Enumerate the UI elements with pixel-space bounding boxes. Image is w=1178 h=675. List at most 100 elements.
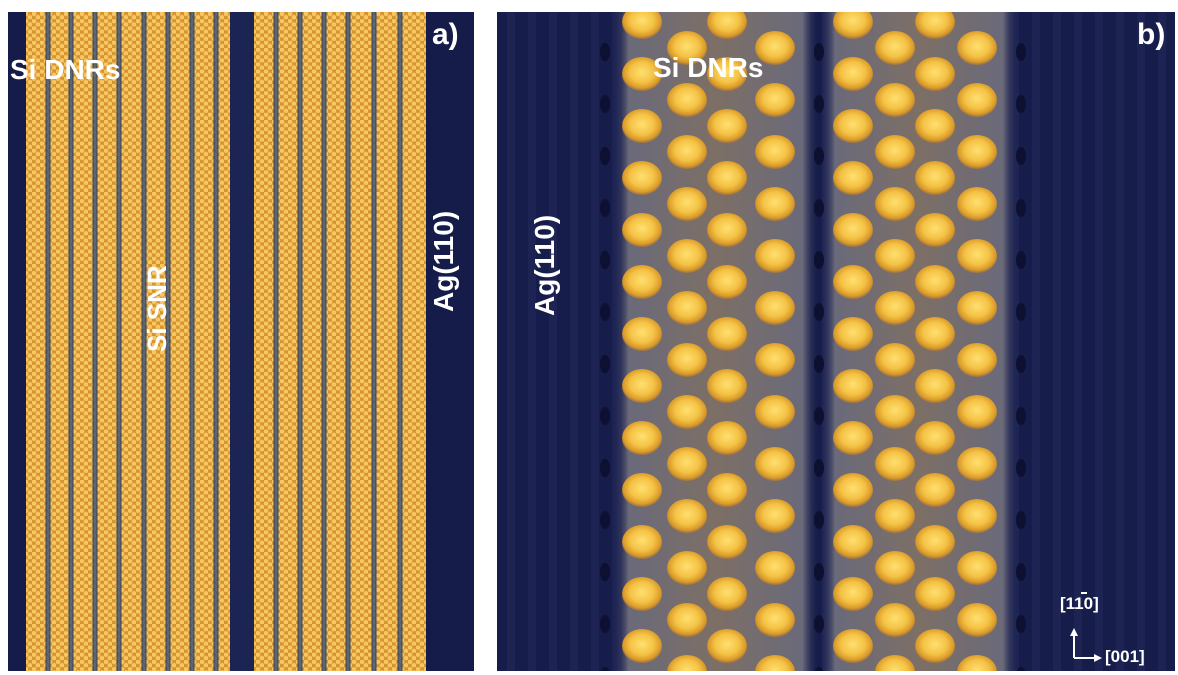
si-atom-blob: [875, 291, 915, 325]
si-atom-blob: [915, 12, 955, 39]
si-atom-blob: [915, 57, 955, 91]
ribbon-block-a: [254, 12, 426, 671]
si-atom-blob: [755, 239, 795, 273]
edge-dark-spot: [814, 95, 824, 113]
si-atom-blob: [915, 629, 955, 663]
edge-dark-spot: [1016, 95, 1026, 113]
si-atom-blob: [957, 395, 997, 429]
trench-line: [213, 12, 219, 671]
si-atom-blob: [622, 473, 662, 507]
trench-line: [116, 12, 122, 671]
si-atom-blob: [707, 525, 747, 559]
panel-letter-b: b): [1137, 18, 1166, 51]
trench-line: [68, 12, 74, 671]
edge-dark-spot: [814, 43, 824, 61]
stm-panel-b: Si DNRs Ag(110) b) [110] [001]: [497, 12, 1175, 671]
si-atom-blob: [833, 57, 873, 91]
edge-dark-spot: [600, 511, 610, 529]
si-atom-blob: [875, 603, 915, 637]
edge-dark-spot: [600, 147, 610, 165]
si-atom-blob: [915, 265, 955, 299]
si-atom-blob: [622, 525, 662, 559]
si-atom-blob: [755, 135, 795, 169]
trench-line: [92, 12, 98, 671]
si-atom-blob: [707, 421, 747, 455]
si-atom-blob: [667, 31, 707, 65]
substrate-row: [528, 12, 536, 671]
edge-dark-spot: [600, 615, 610, 633]
si-atom-blob: [875, 343, 915, 377]
substrate-row: [570, 12, 578, 671]
si-atom-blob: [707, 213, 747, 247]
si-atom-blob: [915, 525, 955, 559]
si-atom-blob: [622, 369, 662, 403]
si-atom-blob: [957, 447, 997, 481]
si-atom-blob: [915, 213, 955, 247]
si-atom-blob: [957, 603, 997, 637]
si-atom-blob: [875, 447, 915, 481]
edge-dark-spot: [600, 95, 610, 113]
si-atom-blob: [707, 161, 747, 195]
si-atom-blob: [755, 187, 795, 221]
si-atom-blob: [833, 161, 873, 195]
edge-dark-spot: [600, 43, 610, 61]
si-atom-blob: [957, 31, 997, 65]
edge-dark-spot: [600, 459, 610, 477]
substrate-row: [591, 12, 599, 671]
si-atom-blob: [755, 499, 795, 533]
si-atom-blob: [667, 395, 707, 429]
si-atom-blob: [957, 655, 997, 671]
edge-dark-spot: [600, 303, 610, 321]
si-atom-blob: [957, 239, 997, 273]
edge-dark-spot: [1016, 667, 1026, 671]
si-atom-blob: [957, 83, 997, 117]
si-atom-blob: [707, 265, 747, 299]
si-atom-blob: [707, 369, 747, 403]
edge-dark-spot: [1016, 199, 1026, 217]
si-atom-blob: [915, 421, 955, 455]
si-atom-blob: [667, 291, 707, 325]
si-atom-blob: [957, 499, 997, 533]
si-atom-blob: [957, 187, 997, 221]
substrate-row: [1095, 12, 1103, 671]
si-atom-blob: [667, 187, 707, 221]
panel-letter-a: a): [432, 18, 459, 51]
axis-vertical-label: [110]: [1060, 594, 1099, 614]
si-atom-blob: [833, 12, 873, 39]
si-atom-blob: [707, 629, 747, 663]
si-atom-blob: [707, 577, 747, 611]
si-atom-blob: [622, 421, 662, 455]
edge-dark-spot: [814, 563, 824, 581]
si-atom-blob: [755, 83, 795, 117]
si-atom-blob: [755, 655, 795, 671]
substrate-gap: [230, 12, 254, 671]
ag110-label-a: Ag(110): [428, 210, 459, 312]
si-atom-blob: [833, 109, 873, 143]
si-atom-blob: [833, 629, 873, 663]
edge-dark-spot: [814, 303, 824, 321]
substrate-row: [1074, 12, 1082, 671]
trench-line: [165, 12, 171, 671]
substrate-row: [1053, 12, 1061, 671]
si-atom-blob: [622, 629, 662, 663]
trench-line: [321, 12, 327, 671]
edge-dark-spot: [600, 667, 610, 671]
edge-dark-spot: [814, 615, 824, 633]
si-atom-blob: [915, 369, 955, 403]
si-atom-blob: [667, 551, 707, 585]
si-atom-blob: [667, 447, 707, 481]
si-atom-blob: [707, 12, 747, 39]
si-atom-blob: [833, 577, 873, 611]
trench-line: [371, 12, 377, 671]
edge-dark-spot: [600, 407, 610, 425]
si-atom-blob: [875, 239, 915, 273]
si-atom-blob: [755, 31, 795, 65]
si-atom-blob: [622, 109, 662, 143]
edge-dark-spot: [814, 147, 824, 165]
si-atom-blob: [755, 551, 795, 585]
si-atom-blob: [833, 473, 873, 507]
si-atom-blob: [833, 317, 873, 351]
si-atom-blob: [622, 161, 662, 195]
edge-dark-spot: [814, 407, 824, 425]
edge-dark-spot: [600, 355, 610, 373]
